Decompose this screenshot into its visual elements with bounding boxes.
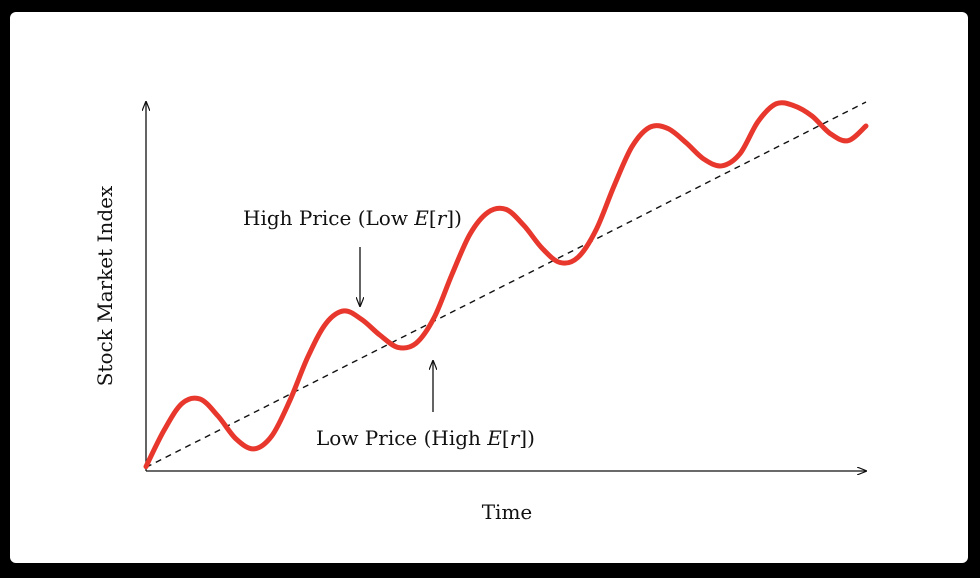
annotation-high-price: High Price (Low E[r]) [243, 206, 462, 306]
annotation-low-price: Low Price (High E[r]) [316, 361, 535, 450]
figure-canvas: Time Stock Market Index High Price (Low … [10, 12, 968, 563]
chart-svg: Time Stock Market Index High Price (Low … [93, 100, 869, 524]
trend-line-dashed [145, 101, 867, 468]
annotation-low-price-label: Low Price (High E[r]) [316, 426, 535, 450]
x-axis-title: Time [482, 500, 533, 524]
y-axis-title: Stock Market Index [93, 185, 117, 386]
annotation-high-price-label: High Price (Low E[r]) [243, 206, 462, 230]
price-series-line [143, 100, 869, 470]
